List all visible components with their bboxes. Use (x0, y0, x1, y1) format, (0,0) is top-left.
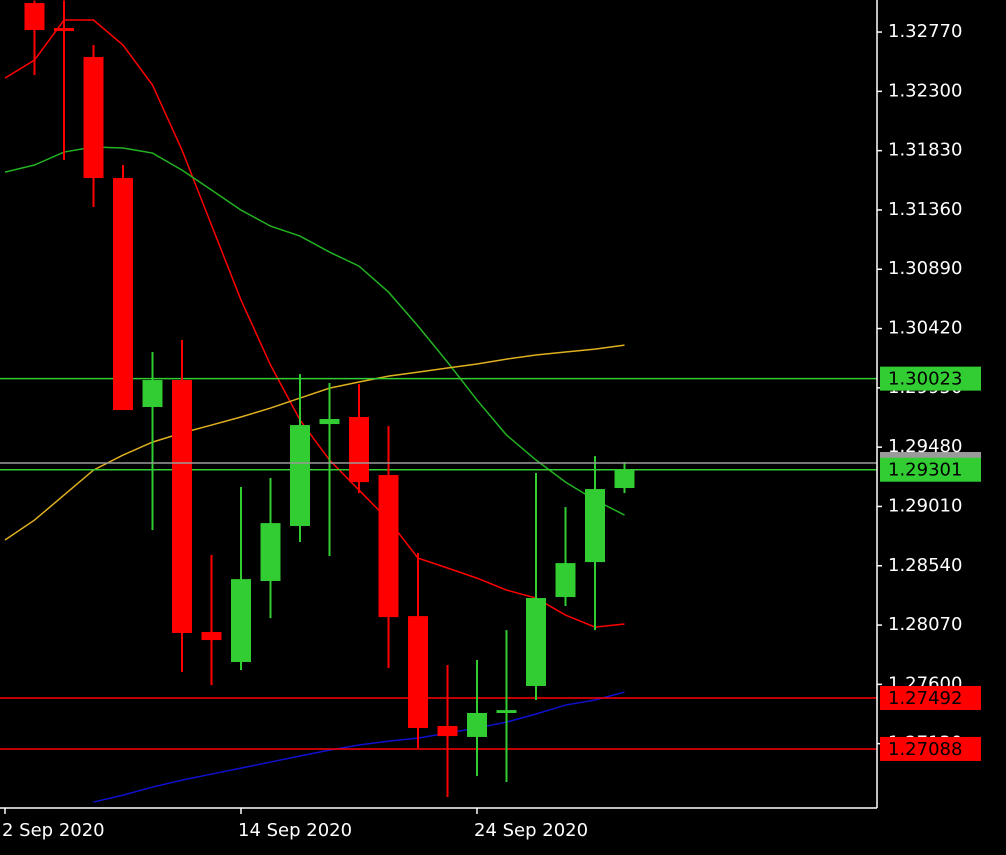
candle-body (142, 380, 163, 408)
candle-body (437, 725, 458, 737)
price-badge-label: 1.27088 (888, 739, 962, 760)
y-tick-label: 1.29480 (888, 436, 962, 457)
candle-body (231, 579, 251, 663)
price-badge (880, 366, 981, 391)
candle-body (496, 710, 517, 713)
y-tick-label: 1.28540 (888, 555, 962, 576)
y-tick-label: 1.28070 (888, 614, 962, 635)
candle-body (260, 523, 281, 582)
moving-average-line (93, 691, 625, 803)
price-badge-label: 1.29301 (888, 460, 962, 481)
candle-body (201, 631, 222, 641)
candle-body (54, 28, 74, 32)
y-tick-label: 1.30420 (888, 318, 962, 339)
candle-body (113, 178, 133, 411)
x-tick-label: 2 Sep 2020 (2, 820, 105, 841)
y-tick-label: 1.29010 (888, 495, 962, 516)
candle-body (83, 57, 104, 179)
x-tick-label: 14 Sep 2020 (238, 820, 352, 841)
price-badge-label: 1.27492 (888, 688, 962, 709)
candle-body (614, 469, 635, 489)
plot-area (0, 0, 877, 803)
x-tick-label: 24 Sep 2020 (474, 820, 588, 841)
candle-body (467, 712, 487, 737)
candle-body (290, 425, 310, 527)
y-tick-label: 1.31360 (888, 199, 962, 220)
y-tick-label: 1.32770 (888, 21, 962, 42)
moving-average-line (4, 146, 625, 516)
candle-body (585, 489, 605, 563)
candle-body (378, 475, 399, 618)
y-tick-label: 1.30890 (888, 258, 962, 279)
candle-body (172, 380, 192, 634)
price-badge (880, 736, 981, 761)
candle-body (526, 598, 546, 686)
price-badge (880, 457, 981, 482)
y-tick-label: 1.31830 (888, 140, 962, 161)
candle-body (349, 416, 369, 483)
price-badge-label: 1.30023 (888, 369, 962, 390)
moving-average-line (4, 19, 625, 628)
y-tick-label: 1.32300 (888, 80, 962, 101)
candle-body (408, 616, 428, 729)
candle-body (319, 419, 340, 425)
candle-body (555, 563, 576, 598)
price-badge (880, 685, 981, 710)
candle-body (24, 3, 45, 31)
price-badges: 1.30023 1.29301 1.27492 1.27088 (880, 366, 981, 761)
